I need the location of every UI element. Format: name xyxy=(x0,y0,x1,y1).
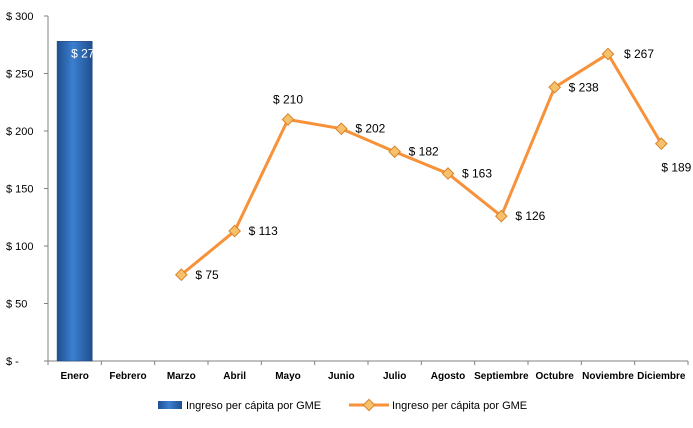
x-tick-label: Septiembre xyxy=(474,371,529,382)
line-data-label: $ 182 xyxy=(409,145,439,159)
x-tick-label: Noviembre xyxy=(582,371,634,382)
y-tick-label: $ 150 xyxy=(6,184,34,196)
legend-line-label: Ingreso per cápita por GME xyxy=(392,400,527,412)
x-tick-label: Julio xyxy=(383,371,406,382)
series-line xyxy=(180,52,663,276)
line-point xyxy=(228,224,242,238)
y-tick-label: $ 300 xyxy=(6,11,34,23)
line-point xyxy=(441,167,455,180)
line-point xyxy=(388,145,402,159)
line-point xyxy=(334,122,348,136)
bar-data-label: $ 278 xyxy=(71,46,101,60)
line-data-label: $ 210 xyxy=(273,93,303,107)
line-data-label: $ 189 xyxy=(661,161,691,175)
line-point xyxy=(174,268,188,282)
x-tick-label: Mayo xyxy=(275,371,301,382)
y-tick-label: $ 50 xyxy=(6,299,27,311)
line-data-label: $ 113 xyxy=(249,224,278,238)
line-data-label: $ 238 xyxy=(569,80,599,94)
legend-bar-label: Ingreso per cápita por GME xyxy=(186,400,321,412)
line-data-label: $ 163 xyxy=(462,167,492,181)
line-data-label: $ 126 xyxy=(515,209,545,223)
bar xyxy=(56,41,93,362)
y-tick-label: $ 200 xyxy=(6,126,34,138)
line-point xyxy=(548,80,562,94)
bar-series xyxy=(56,41,93,362)
legend: Ingreso per cápita por GME Ingreso per c… xyxy=(158,398,527,412)
y-tick-label: $ - xyxy=(6,356,19,368)
x-tick-label: Diciembre xyxy=(637,371,686,382)
x-tick-label: Octubre xyxy=(535,371,574,382)
legend-line-marker xyxy=(362,398,376,412)
line-point xyxy=(494,209,508,223)
y-tick-label: $ 100 xyxy=(6,241,34,253)
line-data-label: $ 75 xyxy=(195,268,219,282)
x-tick-label: Enero xyxy=(60,371,88,382)
y-axis: $ - $ 50 $ 100 $ 150 $ 200 $ 250 $ 300 xyxy=(6,11,49,368)
line-point xyxy=(281,113,295,126)
line-point xyxy=(601,47,615,61)
x-tick-label: Abril xyxy=(223,371,246,382)
x-tick-label: Agosto xyxy=(431,371,465,382)
line-point xyxy=(654,137,668,151)
x-tick-label: Marzo xyxy=(167,371,196,382)
line-series xyxy=(174,47,668,282)
x-tick-label: Febrero xyxy=(109,371,146,382)
legend-bar-swatch xyxy=(158,401,182,409)
line-data-label: $ 267 xyxy=(624,47,654,61)
y-tick-label: $ 250 xyxy=(6,69,34,81)
x-axis: Enero Febrero Marzo Abril Mayo Junio Julio Agos… xyxy=(47,360,689,382)
x-tick-label: Junio xyxy=(328,371,355,382)
data-labels: $ 278 $ 75 $ 113 $ 210 $ 202 $ 182 $ 163 $ 126 $… xyxy=(71,46,692,281)
line-data-label: $ 202 xyxy=(355,122,385,136)
